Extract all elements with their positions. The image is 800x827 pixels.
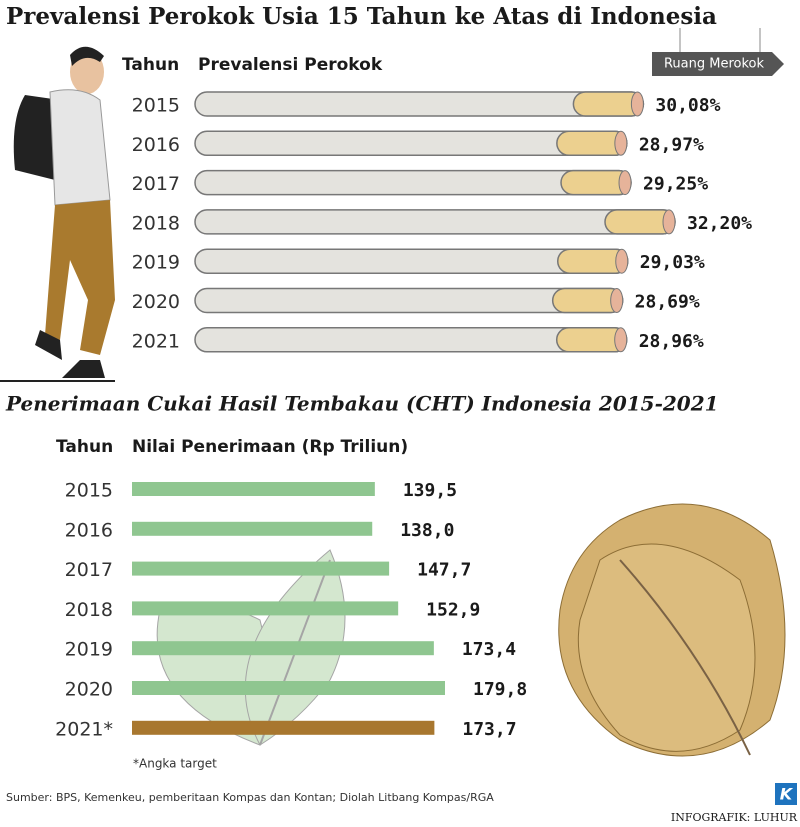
title: Penerimaan Cukai Hasil Tembakau (CHT) In… xyxy=(5,392,719,416)
cigarette-end xyxy=(618,170,632,196)
y-tick-label: 2020 xyxy=(65,679,113,701)
y-tick-label: 2016 xyxy=(65,519,113,541)
value-label: 29,03% xyxy=(640,252,705,273)
value-label: 32,20% xyxy=(687,213,752,234)
bar xyxy=(194,209,676,235)
value-label: 152,9 xyxy=(426,599,480,620)
y-tick-label: 2018 xyxy=(132,212,180,234)
y-tick-label: 2021* xyxy=(55,718,113,740)
y-tick-label: 2017 xyxy=(65,559,113,581)
value-header: Prevalensi Perokok xyxy=(198,55,383,75)
bar xyxy=(132,720,435,735)
category-header: Tahun xyxy=(56,437,113,457)
y-tick-label: 2020 xyxy=(132,291,180,313)
cigarette-end xyxy=(614,130,628,156)
y-tick-label: 2019 xyxy=(65,639,113,661)
tobacco-leaf-illustration xyxy=(558,503,786,757)
signpost-label: Ruang Merokok xyxy=(664,57,765,72)
value-label: 30,08% xyxy=(655,95,720,116)
value-label: 179,8 xyxy=(473,679,527,700)
cigarette-end xyxy=(662,209,676,235)
cigarette-end xyxy=(630,91,644,117)
person-illustration xyxy=(0,46,115,382)
bar xyxy=(132,482,375,496)
source: Sumber: BPS, Kemenkeu, pemberitaan Kompa… xyxy=(6,791,494,804)
title: Prevalensi Perokok Usia 15 Tahun ke Atas… xyxy=(6,3,717,30)
bar xyxy=(132,521,373,536)
value-label: 28,97% xyxy=(639,134,704,155)
bar xyxy=(132,601,399,616)
y-tick-label: 2015 xyxy=(132,95,180,117)
category-header: Tahun xyxy=(122,55,179,75)
value-label: 173,7 xyxy=(462,719,516,740)
value-label: 139,5 xyxy=(403,480,457,501)
y-tick-label: 2017 xyxy=(132,173,180,195)
y-tick-label: 2021 xyxy=(132,330,180,352)
cigarette-end xyxy=(614,327,628,353)
value-label: 28,69% xyxy=(635,292,700,313)
y-tick-label: 2016 xyxy=(132,134,180,156)
value-label: 138,0 xyxy=(400,520,454,541)
cigarette-end xyxy=(610,288,624,313)
value-label: 28,96% xyxy=(639,331,704,352)
value-header: Nilai Penerimaan (Rp Triliun) xyxy=(132,437,408,457)
value-label: 29,25% xyxy=(643,174,708,195)
bar xyxy=(132,641,434,656)
bar xyxy=(132,561,390,576)
y-tick-label: 2018 xyxy=(65,599,113,621)
credit: INFOGRAFIK: LUHUR xyxy=(671,811,798,824)
y-tick-label: 2015 xyxy=(65,480,113,502)
cigarette-end xyxy=(615,248,629,274)
bar xyxy=(132,681,445,695)
value-label: 147,7 xyxy=(417,560,471,581)
footnote: *Angka target xyxy=(133,757,217,771)
signpost xyxy=(652,52,784,76)
logo: K xyxy=(780,785,794,804)
logo-box xyxy=(775,783,797,805)
y-tick-label: 2019 xyxy=(132,252,180,274)
value-label: 173,4 xyxy=(462,639,516,660)
